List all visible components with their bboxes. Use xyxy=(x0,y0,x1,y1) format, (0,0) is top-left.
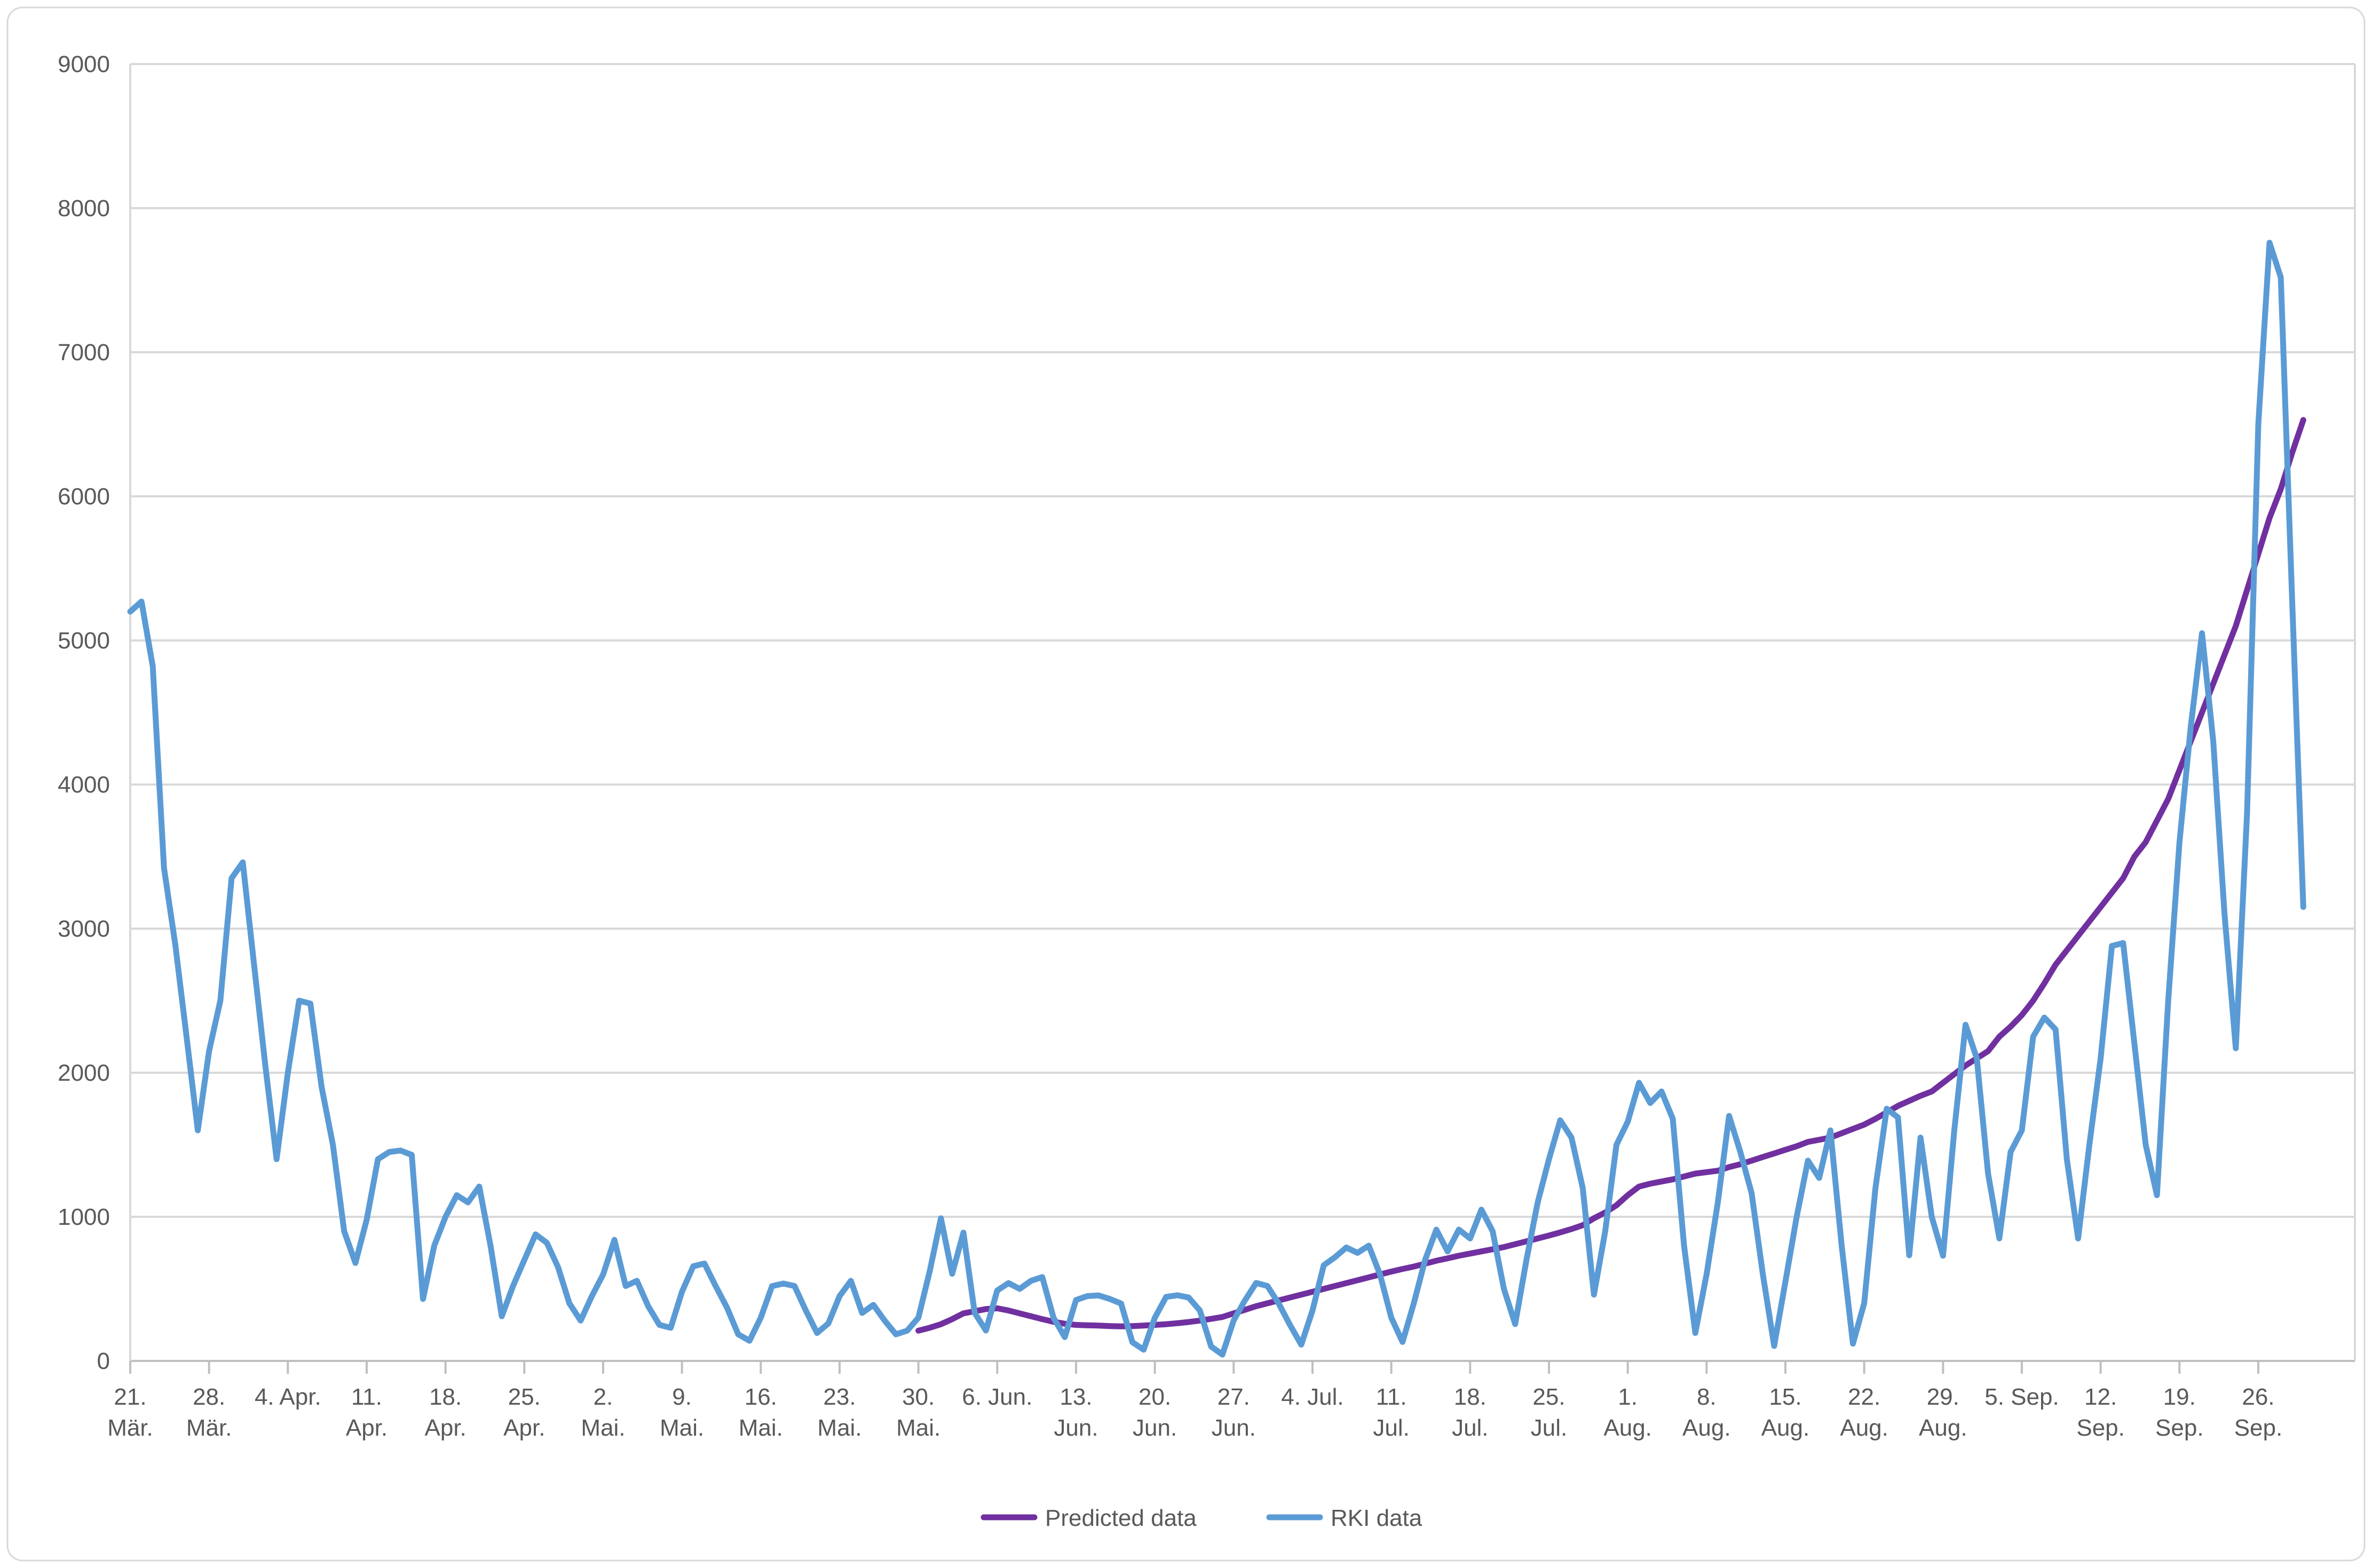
chart-outer-border xyxy=(6,6,2366,1562)
x-axis-tick-label: 25. xyxy=(1532,1384,1565,1410)
gridlines xyxy=(130,63,2355,1362)
y-axis-tick-label: 2000 xyxy=(58,1060,110,1086)
x-axis-tick-label: Aug. xyxy=(1761,1415,1810,1441)
x-axis-tick-label: 27. xyxy=(1217,1384,1250,1410)
x-axis-tick-label: Mär. xyxy=(186,1415,232,1441)
x-axis-tick-label: 5. Sep. xyxy=(1984,1384,2059,1410)
x-axis-tick-label: Aug. xyxy=(1682,1415,1731,1441)
x-axis-tick-label: 19. xyxy=(2163,1384,2196,1410)
x-axis-tick-label: 12. xyxy=(2084,1384,2117,1410)
x-axis-tick-label: Jun. xyxy=(1212,1415,1256,1441)
x-axis-tick-label: 26. xyxy=(2242,1384,2274,1410)
x-axis-tick-label: Apr. xyxy=(503,1415,545,1441)
x-axis-tick-label: 29. xyxy=(1927,1384,1959,1410)
x-axis-tick-label: Mai. xyxy=(739,1415,783,1441)
y-axis-tick-label: 4000 xyxy=(58,772,110,798)
x-axis-tick-label: Sep. xyxy=(2155,1415,2204,1441)
x-axis-tick-label: Jul. xyxy=(1531,1415,1567,1441)
x-axis-tick-label: 1. xyxy=(1618,1384,1638,1410)
y-axis-tick-label: 1000 xyxy=(58,1204,110,1230)
x-axis-tick-label: Mai. xyxy=(817,1415,861,1441)
x-axis-tick-label: 11. xyxy=(1376,1384,1407,1410)
y-axis-tick-label: 5000 xyxy=(58,628,110,654)
x-axis-tick-label: 20. xyxy=(1138,1384,1171,1410)
x-axis-tick-label: 22. xyxy=(1848,1384,1880,1410)
x-axis-tick-label: 18. xyxy=(429,1384,462,1410)
x-axis-tick-label: 2. xyxy=(594,1384,613,1410)
rki-series-line xyxy=(127,240,2306,1358)
y-axis-tick-label: 7000 xyxy=(58,339,110,366)
x-axis-tick-label: 18. xyxy=(1454,1384,1487,1410)
x-axis-tick-label: Jun. xyxy=(1054,1415,1098,1441)
plot-area-border xyxy=(129,64,2356,1361)
x-axis-tick-label: Apr. xyxy=(346,1415,388,1441)
x-axis-tick-label: 4. Jul. xyxy=(1281,1384,1343,1410)
x-axis-tick-label: Mai. xyxy=(896,1415,940,1441)
x-axis-tick-label: Jul. xyxy=(1373,1415,1409,1441)
x-axis-tick-label: Aug. xyxy=(1840,1415,1888,1441)
x-axis-tick-label: 21. xyxy=(114,1384,146,1410)
x-axis-tick-label: Aug. xyxy=(1603,1415,1652,1441)
x-axis-tick-label: Jun. xyxy=(1133,1415,1177,1441)
x-axis-tick-label: Apr. xyxy=(425,1415,467,1441)
x-axis-tick-label: Mai. xyxy=(581,1415,625,1441)
x-axis-tick-label: Mai. xyxy=(660,1415,704,1441)
x-axis-tick-label: 8. xyxy=(1697,1384,1717,1410)
x-axis-tick-label: 11. xyxy=(351,1384,382,1410)
x-axis-tick-label: Sep. xyxy=(2076,1415,2125,1441)
x-axis-tick-label: 28. xyxy=(193,1384,225,1410)
y-axis-tick-label: 0 xyxy=(97,1348,110,1374)
x-axis-tick-label: 9. xyxy=(672,1384,692,1410)
legend: Predicted data RKI data xyxy=(981,1505,1422,1531)
y-axis-labels: 0 1000 2000 3000 4000 5000 6000 7000 8000 9000 xyxy=(58,51,110,1374)
legend-rki-label: RKI data xyxy=(1331,1505,1422,1531)
x-axis-tick-marks xyxy=(129,1361,2259,1374)
x-axis-tick-label: Jul. xyxy=(1452,1415,1488,1441)
x-axis-tick-label: Aug. xyxy=(1919,1415,1967,1441)
x-axis-tick-label: 30. xyxy=(902,1384,935,1410)
x-axis-tick-label: Sep. xyxy=(2234,1415,2283,1441)
x-axis-tick-label: 4. Apr. xyxy=(255,1384,321,1410)
x-axis-tick-label: 25. xyxy=(508,1384,541,1410)
x-axis-tick-label: 23. xyxy=(823,1384,856,1410)
data-series xyxy=(127,240,2306,1358)
x-axis-tick-label: 16. xyxy=(745,1384,777,1410)
y-axis-tick-label: 9000 xyxy=(58,51,110,77)
x-axis-tick-label: 13. xyxy=(1060,1384,1092,1410)
y-axis-tick-label: 8000 xyxy=(58,195,110,221)
legend-predicted-label: Predicted data xyxy=(1045,1505,1197,1531)
x-axis-labels: 21. Mär. 28. Mär. 4. Apr. 11. Apr. 18. Apr. 25. Ap… xyxy=(107,1384,2282,1441)
y-axis-tick-label: 3000 xyxy=(58,916,110,942)
x-axis-tick-label: 15. xyxy=(1769,1384,1801,1410)
y-axis-tick-label: 6000 xyxy=(58,484,110,510)
x-axis-tick-label: 6. Jun. xyxy=(962,1384,1032,1410)
x-axis-tick-label: Mär. xyxy=(107,1415,153,1441)
